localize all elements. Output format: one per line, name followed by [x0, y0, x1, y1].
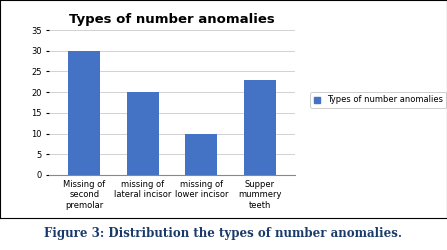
Bar: [68, 51, 101, 175]
Bar: [244, 80, 276, 175]
Text: Figure 3: Distribution the types of number anomalies.: Figure 3: Distribution the types of numb…: [45, 227, 402, 240]
Bar: [185, 134, 217, 175]
Legend: Types of number anomalies: Types of number anomalies: [310, 92, 447, 108]
Title: Types of number anomalies: Types of number anomalies: [69, 13, 275, 26]
Bar: [127, 92, 159, 175]
